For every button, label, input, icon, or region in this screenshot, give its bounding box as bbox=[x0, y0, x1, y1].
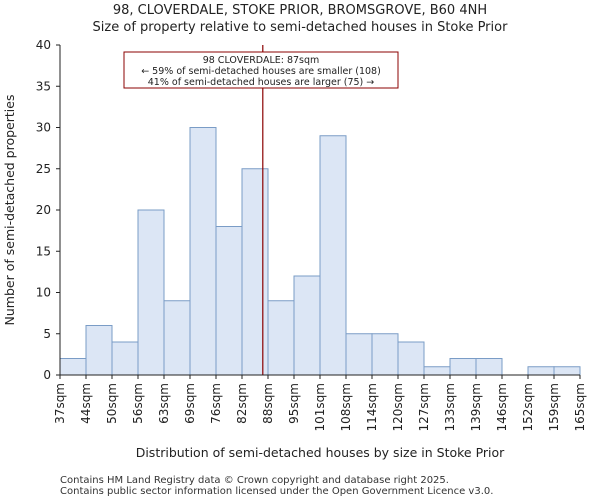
bar bbox=[241, 168, 269, 376]
x-tick-label: 108sqm bbox=[339, 383, 353, 431]
x-tick-label: 101sqm bbox=[313, 383, 327, 431]
bar bbox=[85, 325, 113, 376]
annotation-line1: 98 CLOVERDALE: 87sqm bbox=[203, 55, 320, 66]
x-tick-label: 37sqm bbox=[53, 383, 67, 424]
x-tick-label: 120sqm bbox=[391, 383, 405, 431]
bar bbox=[423, 366, 451, 376]
x-tick-label: 139sqm bbox=[469, 383, 483, 431]
x-tick-label: 56sqm bbox=[131, 383, 145, 424]
axes-group: 0 5 10 15 20 25 30 35 40 37sqm 44sqm 50sqm 56sqm 63sq… bbox=[36, 38, 587, 431]
bar bbox=[137, 209, 165, 376]
bar bbox=[293, 275, 321, 376]
y-tick-label: 10 bbox=[36, 286, 51, 300]
bar bbox=[59, 358, 87, 376]
x-axis-label: Distribution of semi-detached houses by … bbox=[136, 445, 505, 460]
y-tick-label: 35 bbox=[36, 79, 51, 93]
x-tick-label: 44sqm bbox=[79, 383, 93, 424]
x-tick-label: 82sqm bbox=[235, 383, 249, 424]
x-tick-label: 50sqm bbox=[105, 383, 119, 424]
bar bbox=[553, 366, 581, 376]
bars-group bbox=[59, 127, 581, 376]
bar bbox=[189, 127, 217, 376]
bar bbox=[345, 333, 373, 376]
x-tick-label: 76sqm bbox=[209, 383, 223, 424]
y-tick-label: 15 bbox=[36, 244, 51, 258]
annotation-line2: ← 59% of semi-detached houses are smalle… bbox=[141, 66, 381, 77]
x-tick-label: 133sqm bbox=[443, 383, 457, 431]
bar bbox=[163, 300, 191, 376]
annotation-box bbox=[123, 51, 399, 89]
x-tick-label: 152sqm bbox=[521, 383, 535, 431]
x-tick-label: 146sqm bbox=[495, 383, 509, 431]
bar bbox=[527, 366, 555, 376]
x-tick-label: 159sqm bbox=[547, 383, 561, 431]
y-tick-label: 30 bbox=[36, 121, 51, 135]
bar bbox=[111, 341, 139, 376]
x-tick-label: 63sqm bbox=[157, 383, 171, 424]
y-tick-label: 25 bbox=[36, 162, 51, 176]
x-tick-label: 114sqm bbox=[365, 383, 379, 431]
bar bbox=[397, 341, 425, 376]
x-tick-label: 127sqm bbox=[417, 383, 431, 431]
chart-title-line2: Size of property relative to semi-detach… bbox=[93, 20, 509, 35]
y-tick-label: 20 bbox=[36, 203, 51, 217]
chart-title-line1: 98, CLOVERDALE, STOKE PRIOR, BROMSGROVE,… bbox=[113, 3, 487, 18]
bar bbox=[319, 135, 347, 376]
x-tick-label: 165sqm bbox=[573, 383, 587, 431]
y-tick-label: 40 bbox=[36, 38, 51, 52]
x-tick-label: 95sqm bbox=[287, 383, 301, 424]
bar bbox=[267, 300, 295, 376]
bar bbox=[371, 333, 399, 376]
footer-line2: Contains public sector information licen… bbox=[60, 486, 493, 497]
bar bbox=[215, 226, 243, 376]
y-tick-label: 0 bbox=[43, 368, 51, 382]
bar bbox=[449, 358, 477, 376]
x-tick-label: 69sqm bbox=[183, 383, 197, 424]
x-tick-label: 88sqm bbox=[261, 383, 275, 424]
bar bbox=[475, 358, 503, 376]
footer-line1: Contains HM Land Registry data © Crown c… bbox=[60, 475, 449, 486]
y-axis-label: Number of semi-detached properties bbox=[2, 95, 17, 326]
annotation-line3: 41% of semi-detached houses are larger (… bbox=[148, 77, 375, 88]
y-tick-label: 5 bbox=[43, 327, 51, 341]
